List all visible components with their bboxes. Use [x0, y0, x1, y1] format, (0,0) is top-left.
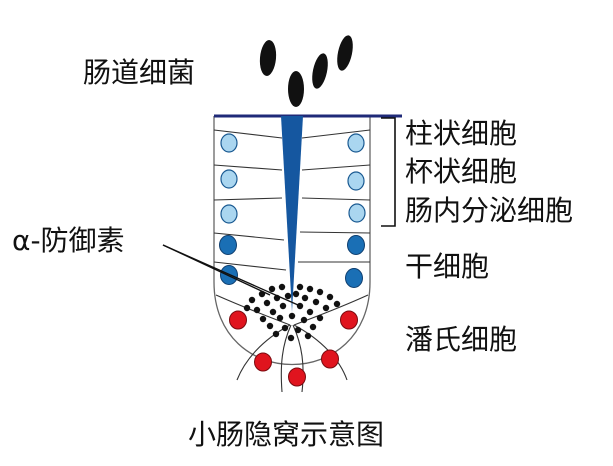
- stem-cells: [219, 235, 365, 288]
- bacterium: [337, 35, 353, 71]
- label-stem-cells: 干细胞: [405, 250, 489, 283]
- gut-bacteria: [259, 35, 353, 107]
- label-goblet-cells: 杯状细胞: [405, 155, 517, 188]
- columnar-goblet-enteroendocrine-cells: [220, 133, 366, 224]
- light-cell: [220, 169, 238, 189]
- light-cell: [220, 204, 238, 224]
- paneth-cell: [340, 310, 358, 330]
- paneth-cells: [229, 310, 358, 387]
- cell-group-bracket: [381, 117, 396, 227]
- label-gut-bacteria: 肠道细菌: [83, 56, 195, 89]
- light-cell: [347, 133, 365, 153]
- bacterium: [259, 40, 277, 76]
- bacterium: [312, 53, 328, 89]
- crypt-lumen: [281, 116, 303, 312]
- bacterium: [288, 71, 304, 107]
- diagram-caption: 小肠隐窝示意图: [188, 418, 384, 451]
- light-cell: [220, 133, 238, 153]
- label-enteroendocrine-cells: 肠内分泌细胞: [405, 194, 573, 227]
- paneth-cell: [321, 349, 339, 369]
- cell-boundaries: [213, 129, 371, 393]
- label-alpha-defensin: α-防御素: [12, 224, 125, 257]
- label-paneth-cells: 潘氏细胞: [405, 323, 517, 356]
- light-cell: [347, 171, 365, 191]
- defensin-pointers: [162, 244, 299, 306]
- light-cell: [348, 203, 366, 223]
- defensin-granules: [243, 283, 341, 342]
- label-columnar-cells: 柱状细胞: [405, 117, 517, 150]
- stem-cell: [347, 235, 365, 255]
- stem-cell: [345, 268, 363, 288]
- stem-cell: [219, 235, 237, 255]
- paneth-cell: [288, 367, 306, 387]
- paneth-cell: [229, 310, 247, 330]
- paneth-cell: [254, 352, 272, 372]
